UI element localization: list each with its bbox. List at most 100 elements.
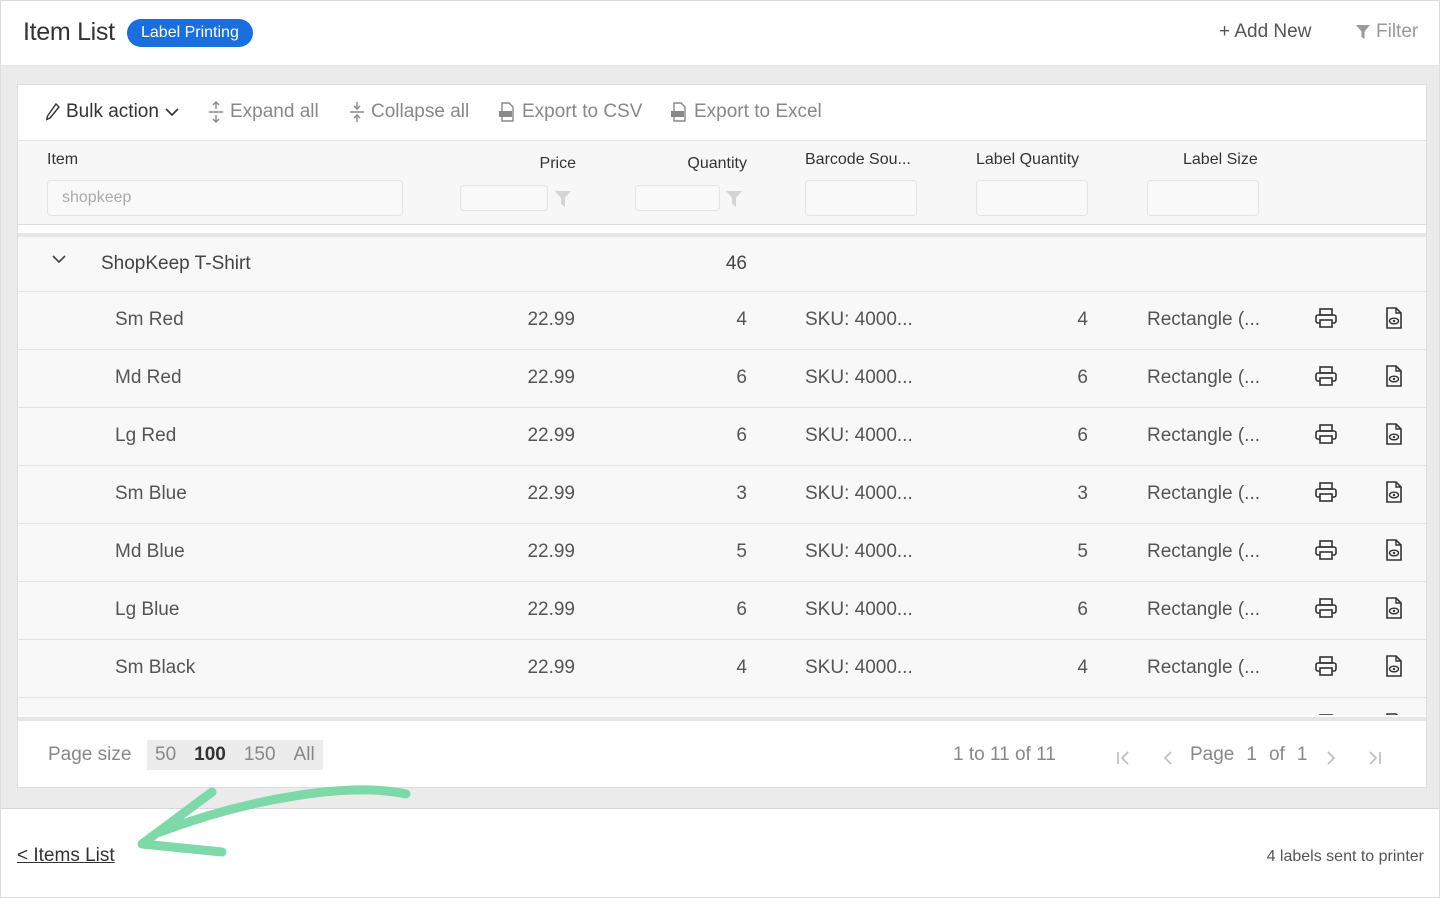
filter-button[interactable]: Filter bbox=[1356, 21, 1418, 43]
of-word: of bbox=[1268, 744, 1285, 765]
expand-all-button[interactable]: Expand all bbox=[208, 101, 319, 123]
row-label-size: Rectangle (... bbox=[1147, 541, 1260, 562]
current-page: 1 bbox=[1246, 744, 1257, 765]
row-price: 22.99 bbox=[527, 541, 575, 562]
collapse-icon bbox=[350, 102, 364, 122]
column-barcode-source[interactable]: Barcode Sou... bbox=[805, 151, 911, 168]
printer-icon[interactable] bbox=[1315, 308, 1337, 328]
row-label-quantity: 6 bbox=[1077, 599, 1088, 620]
row-price: 22.99 bbox=[527, 483, 575, 504]
row-quantity: 5 bbox=[736, 541, 747, 562]
printer-icon[interactable] bbox=[1315, 598, 1337, 618]
row-barcode: SKU: 4000... bbox=[805, 657, 913, 678]
row-item: Sm Black bbox=[115, 657, 196, 678]
table-row[interactable]: Lg Blue 22.99 6 SKU: 4000... 6 Rectangle… bbox=[18, 582, 1426, 640]
column-label-quantity[interactable]: Label Quantity bbox=[976, 151, 1080, 168]
first-page-icon[interactable] bbox=[1116, 751, 1130, 765]
export-csv-button[interactable]: Export to CSV bbox=[498, 101, 642, 123]
row-barcode: SKU: 4000... bbox=[805, 541, 913, 562]
page-size-option-all[interactable]: All bbox=[293, 744, 315, 765]
column-header: Item shopkeep Price Quantity Barcode Sou… bbox=[18, 141, 1426, 225]
row-label-size: Rectangle (... bbox=[1147, 483, 1260, 504]
row-label-quantity: 5 bbox=[1077, 541, 1088, 562]
funnel-icon bbox=[1356, 24, 1370, 39]
page-indicator: Page 1 of 1 bbox=[1190, 744, 1307, 766]
content-area: Bulk action Expand all Collapse all Expo… bbox=[0, 66, 1440, 808]
group-quantity: 46 bbox=[725, 253, 747, 274]
file-preview-icon[interactable] bbox=[1385, 655, 1403, 677]
chevron-down-icon[interactable] bbox=[52, 255, 66, 264]
file-preview-icon[interactable] bbox=[1385, 539, 1403, 561]
table-row[interactable]: Sm Black 22.99 4 SKU: 4000... 4 Rectangl… bbox=[18, 640, 1426, 698]
printer-icon[interactable] bbox=[1315, 424, 1337, 444]
printer-icon[interactable] bbox=[1315, 540, 1337, 560]
column-price[interactable]: Price bbox=[539, 155, 576, 172]
label-quantity-filter-input[interactable] bbox=[976, 180, 1088, 216]
file-preview-icon[interactable] bbox=[1385, 423, 1403, 445]
last-page-icon[interactable] bbox=[1368, 751, 1382, 765]
row-barcode: SKU: 4000... bbox=[805, 599, 913, 620]
row-item: Md Blue bbox=[115, 541, 185, 562]
grid-toolbar: Bulk action Expand all Collapse all Expo… bbox=[18, 85, 1426, 141]
page-size-option-100[interactable]: 100 bbox=[194, 744, 226, 765]
file-preview-icon[interactable] bbox=[1385, 597, 1403, 619]
page-size-option-50[interactable]: 50 bbox=[155, 744, 177, 765]
row-price: 22.99 bbox=[527, 599, 575, 620]
row-label-quantity: 6 bbox=[1077, 425, 1088, 446]
items-list-back-link[interactable]: < Items List bbox=[17, 845, 115, 866]
table-row[interactable]: Sm Red 22.99 4 SKU: 4000... 4 Rectangle … bbox=[18, 292, 1426, 350]
previous-page-icon[interactable] bbox=[1163, 751, 1173, 765]
total-pages: 1 bbox=[1296, 744, 1308, 765]
quantity-filter-funnel-icon[interactable] bbox=[726, 191, 742, 207]
file-preview-icon[interactable] bbox=[1385, 365, 1403, 387]
table-row-partial[interactable] bbox=[18, 698, 1426, 715]
page-size-label: Page size bbox=[48, 744, 132, 765]
row-item: Sm Red bbox=[115, 309, 184, 330]
row-barcode: SKU: 4000... bbox=[805, 367, 913, 388]
table-row[interactable]: Sm Blue 22.99 3 SKU: 4000... 3 Rectangle… bbox=[18, 466, 1426, 524]
add-new-button[interactable]: + Add New bbox=[1219, 21, 1312, 42]
file-preview-icon[interactable] bbox=[1385, 713, 1403, 715]
row-quantity: 6 bbox=[736, 367, 747, 388]
barcode-filter-input[interactable] bbox=[805, 180, 917, 216]
row-label-quantity: 6 bbox=[1077, 367, 1088, 388]
group-row[interactable]: ShopKeep T-Shirt 46 bbox=[18, 237, 1426, 292]
collapse-all-button[interactable]: Collapse all bbox=[349, 101, 469, 123]
page-size-option-150[interactable]: 150 bbox=[243, 744, 276, 765]
printer-icon[interactable] bbox=[1315, 482, 1337, 502]
top-bar: Item List Label Printing + Add New Filte… bbox=[0, 0, 1440, 66]
grid-rows: ShopKeep T-Shirt 46 Sm Red 22.99 4 SKU: … bbox=[18, 237, 1426, 715]
bulk-action-button[interactable]: Bulk action bbox=[46, 101, 179, 123]
table-row[interactable]: Md Red 22.99 6 SKU: 4000... 6 Rectangle … bbox=[18, 350, 1426, 408]
row-label-size: Rectangle (... bbox=[1147, 367, 1260, 388]
row-quantity: 4 bbox=[736, 657, 747, 678]
label-size-filter-input[interactable] bbox=[1147, 180, 1259, 216]
row-quantity: 3 bbox=[736, 483, 747, 504]
row-label-size: Rectangle (... bbox=[1147, 425, 1260, 446]
quantity-filter-input[interactable] bbox=[635, 185, 720, 211]
expand-all-label: Expand all bbox=[230, 101, 319, 122]
export-excel-button[interactable]: Export to Excel bbox=[670, 101, 822, 123]
row-price: 22.99 bbox=[527, 425, 575, 446]
file-preview-icon[interactable] bbox=[1385, 307, 1403, 329]
csv-file-icon bbox=[499, 102, 514, 122]
next-page-icon[interactable] bbox=[1326, 751, 1336, 765]
row-item: Md Red bbox=[115, 367, 182, 388]
column-item[interactable]: Item bbox=[47, 151, 79, 168]
printer-icon[interactable] bbox=[1315, 366, 1337, 386]
column-quantity[interactable]: Quantity bbox=[687, 155, 747, 172]
item-filter-input[interactable]: shopkeep bbox=[47, 180, 403, 216]
row-label-quantity: 4 bbox=[1077, 309, 1088, 330]
price-filter-funnel-icon[interactable] bbox=[555, 191, 571, 207]
table-row[interactable]: Md Blue 22.99 5 SKU: 4000... 5 Rectangle… bbox=[18, 524, 1426, 582]
row-item: Sm Blue bbox=[115, 483, 187, 504]
price-filter-input[interactable] bbox=[460, 185, 548, 211]
column-label-size[interactable]: Label Size bbox=[1183, 151, 1258, 168]
file-preview-icon[interactable] bbox=[1385, 481, 1403, 503]
printer-icon[interactable] bbox=[1315, 656, 1337, 676]
row-range-summary: 1 to 11 of 11 bbox=[953, 744, 1056, 765]
printer-icon[interactable] bbox=[1315, 714, 1337, 715]
table-row[interactable]: Lg Red 22.99 6 SKU: 4000... 6 Rectangle … bbox=[18, 408, 1426, 466]
row-quantity: 6 bbox=[736, 599, 747, 620]
page-title: Item List bbox=[23, 18, 115, 46]
